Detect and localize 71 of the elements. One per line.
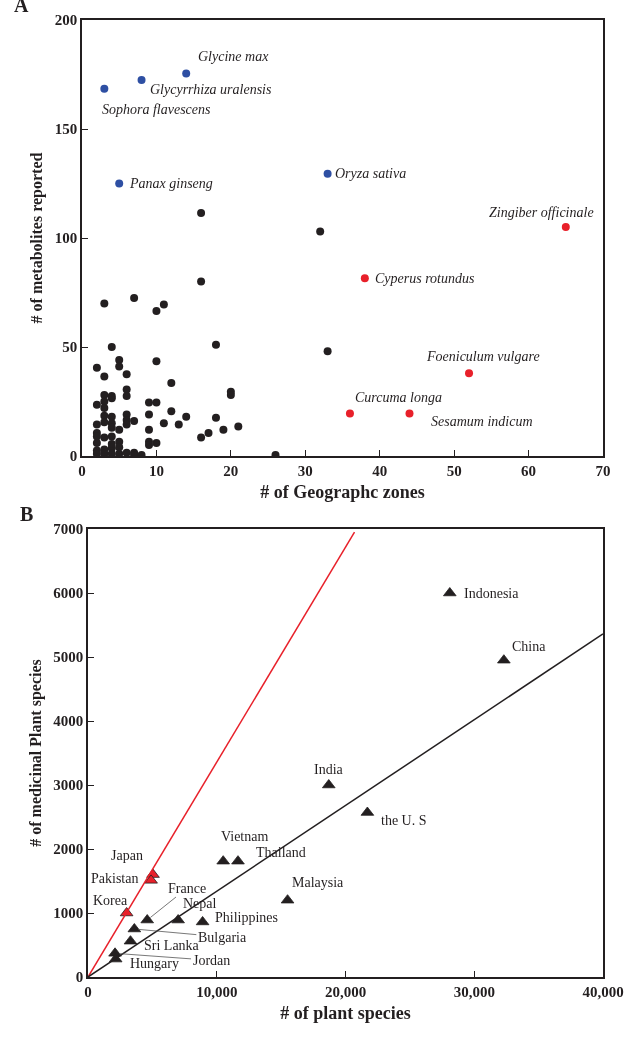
annotation: Sri Lanka xyxy=(144,938,200,953)
annotation: Japan xyxy=(111,848,143,863)
x-axis-title: # of plant species xyxy=(280,1003,411,1024)
y-tick-label: 5000 xyxy=(53,649,84,666)
x-tick-label: 40 xyxy=(372,462,388,479)
x-tick-label: 20,000 xyxy=(324,983,367,1000)
point xyxy=(144,874,158,884)
y-tick-label: 4000 xyxy=(53,713,84,730)
annotation: Curcuma longa xyxy=(355,390,442,405)
point xyxy=(100,84,109,93)
y-tick-label: 100 xyxy=(54,230,78,247)
x-tick-label: 30,000 xyxy=(453,983,495,1000)
x-tick-label: 50 xyxy=(446,462,462,479)
point xyxy=(345,409,354,418)
y-tick-label: 50 xyxy=(62,339,78,356)
y-tick-label: 6000 xyxy=(53,585,84,602)
x-tick-label: 40,000 xyxy=(582,983,624,1000)
y-tick-label: 7000 xyxy=(53,521,84,538)
y-tick-label: 1000 xyxy=(53,905,84,922)
point xyxy=(322,779,336,789)
y-tick-label: 0 xyxy=(75,969,84,986)
y-axis-title: # of medicinal Plant species xyxy=(26,659,45,847)
point xyxy=(443,587,457,597)
point xyxy=(231,855,245,865)
point xyxy=(360,274,369,283)
x-tick-label: 10 xyxy=(148,462,164,479)
annotation: Bulgaria xyxy=(198,930,247,945)
point xyxy=(561,223,570,232)
x-axis-title: # of Geographc zones xyxy=(260,482,425,503)
annotation: Vietnam xyxy=(221,829,269,844)
point xyxy=(497,654,511,664)
point xyxy=(115,179,124,188)
annotation: Sesamum indicum xyxy=(431,414,533,429)
point xyxy=(465,369,474,378)
annotation: Cyperus rotundus xyxy=(375,271,475,286)
annotation: Korea xyxy=(93,893,128,908)
annotation: Glycine max xyxy=(198,49,270,64)
annotation: India xyxy=(314,762,344,777)
annotation: Philippines xyxy=(215,910,279,925)
annotation: Pakistan xyxy=(91,871,139,886)
y-axis-title: # of metabolites reported xyxy=(28,152,47,324)
y-tick-label: 2000 xyxy=(53,841,84,858)
y-tick-label: 200 xyxy=(54,12,78,29)
point xyxy=(137,75,146,84)
x-tick-label: 30 xyxy=(297,462,313,479)
x-tick-label: 70 xyxy=(595,462,611,479)
annotation: Panax ginseng xyxy=(129,176,213,191)
annotation: Glycyrrhiza uralensis xyxy=(150,82,273,97)
annotation: Hungary xyxy=(130,956,179,971)
point xyxy=(182,69,191,78)
annotation: the U. S xyxy=(381,813,427,828)
y-tick-label: 0 xyxy=(69,448,78,465)
annotation: France xyxy=(168,881,207,896)
point xyxy=(140,914,154,924)
annotation: Malaysia xyxy=(292,875,345,890)
y-tick-label: 150 xyxy=(54,121,78,138)
annotation: Oryza sativa xyxy=(335,166,407,181)
x-tick-label: 60 xyxy=(521,462,537,479)
annotation: Sophora flavescens xyxy=(102,102,212,117)
annotation: Jordan xyxy=(193,953,231,968)
annotation: Zingiber officinale xyxy=(489,205,594,220)
chart-title: B xyxy=(20,503,34,525)
x-tick-label: 10,000 xyxy=(196,983,238,1000)
point xyxy=(216,855,230,865)
y-tick-label: 3000 xyxy=(53,777,84,794)
annotation: China xyxy=(512,639,547,654)
point xyxy=(405,409,414,418)
annotation: Foeniculum vulgare xyxy=(426,349,540,364)
x-tick-label: 20 xyxy=(223,462,239,479)
annotation: Indonesia xyxy=(464,586,520,601)
point xyxy=(323,169,332,178)
